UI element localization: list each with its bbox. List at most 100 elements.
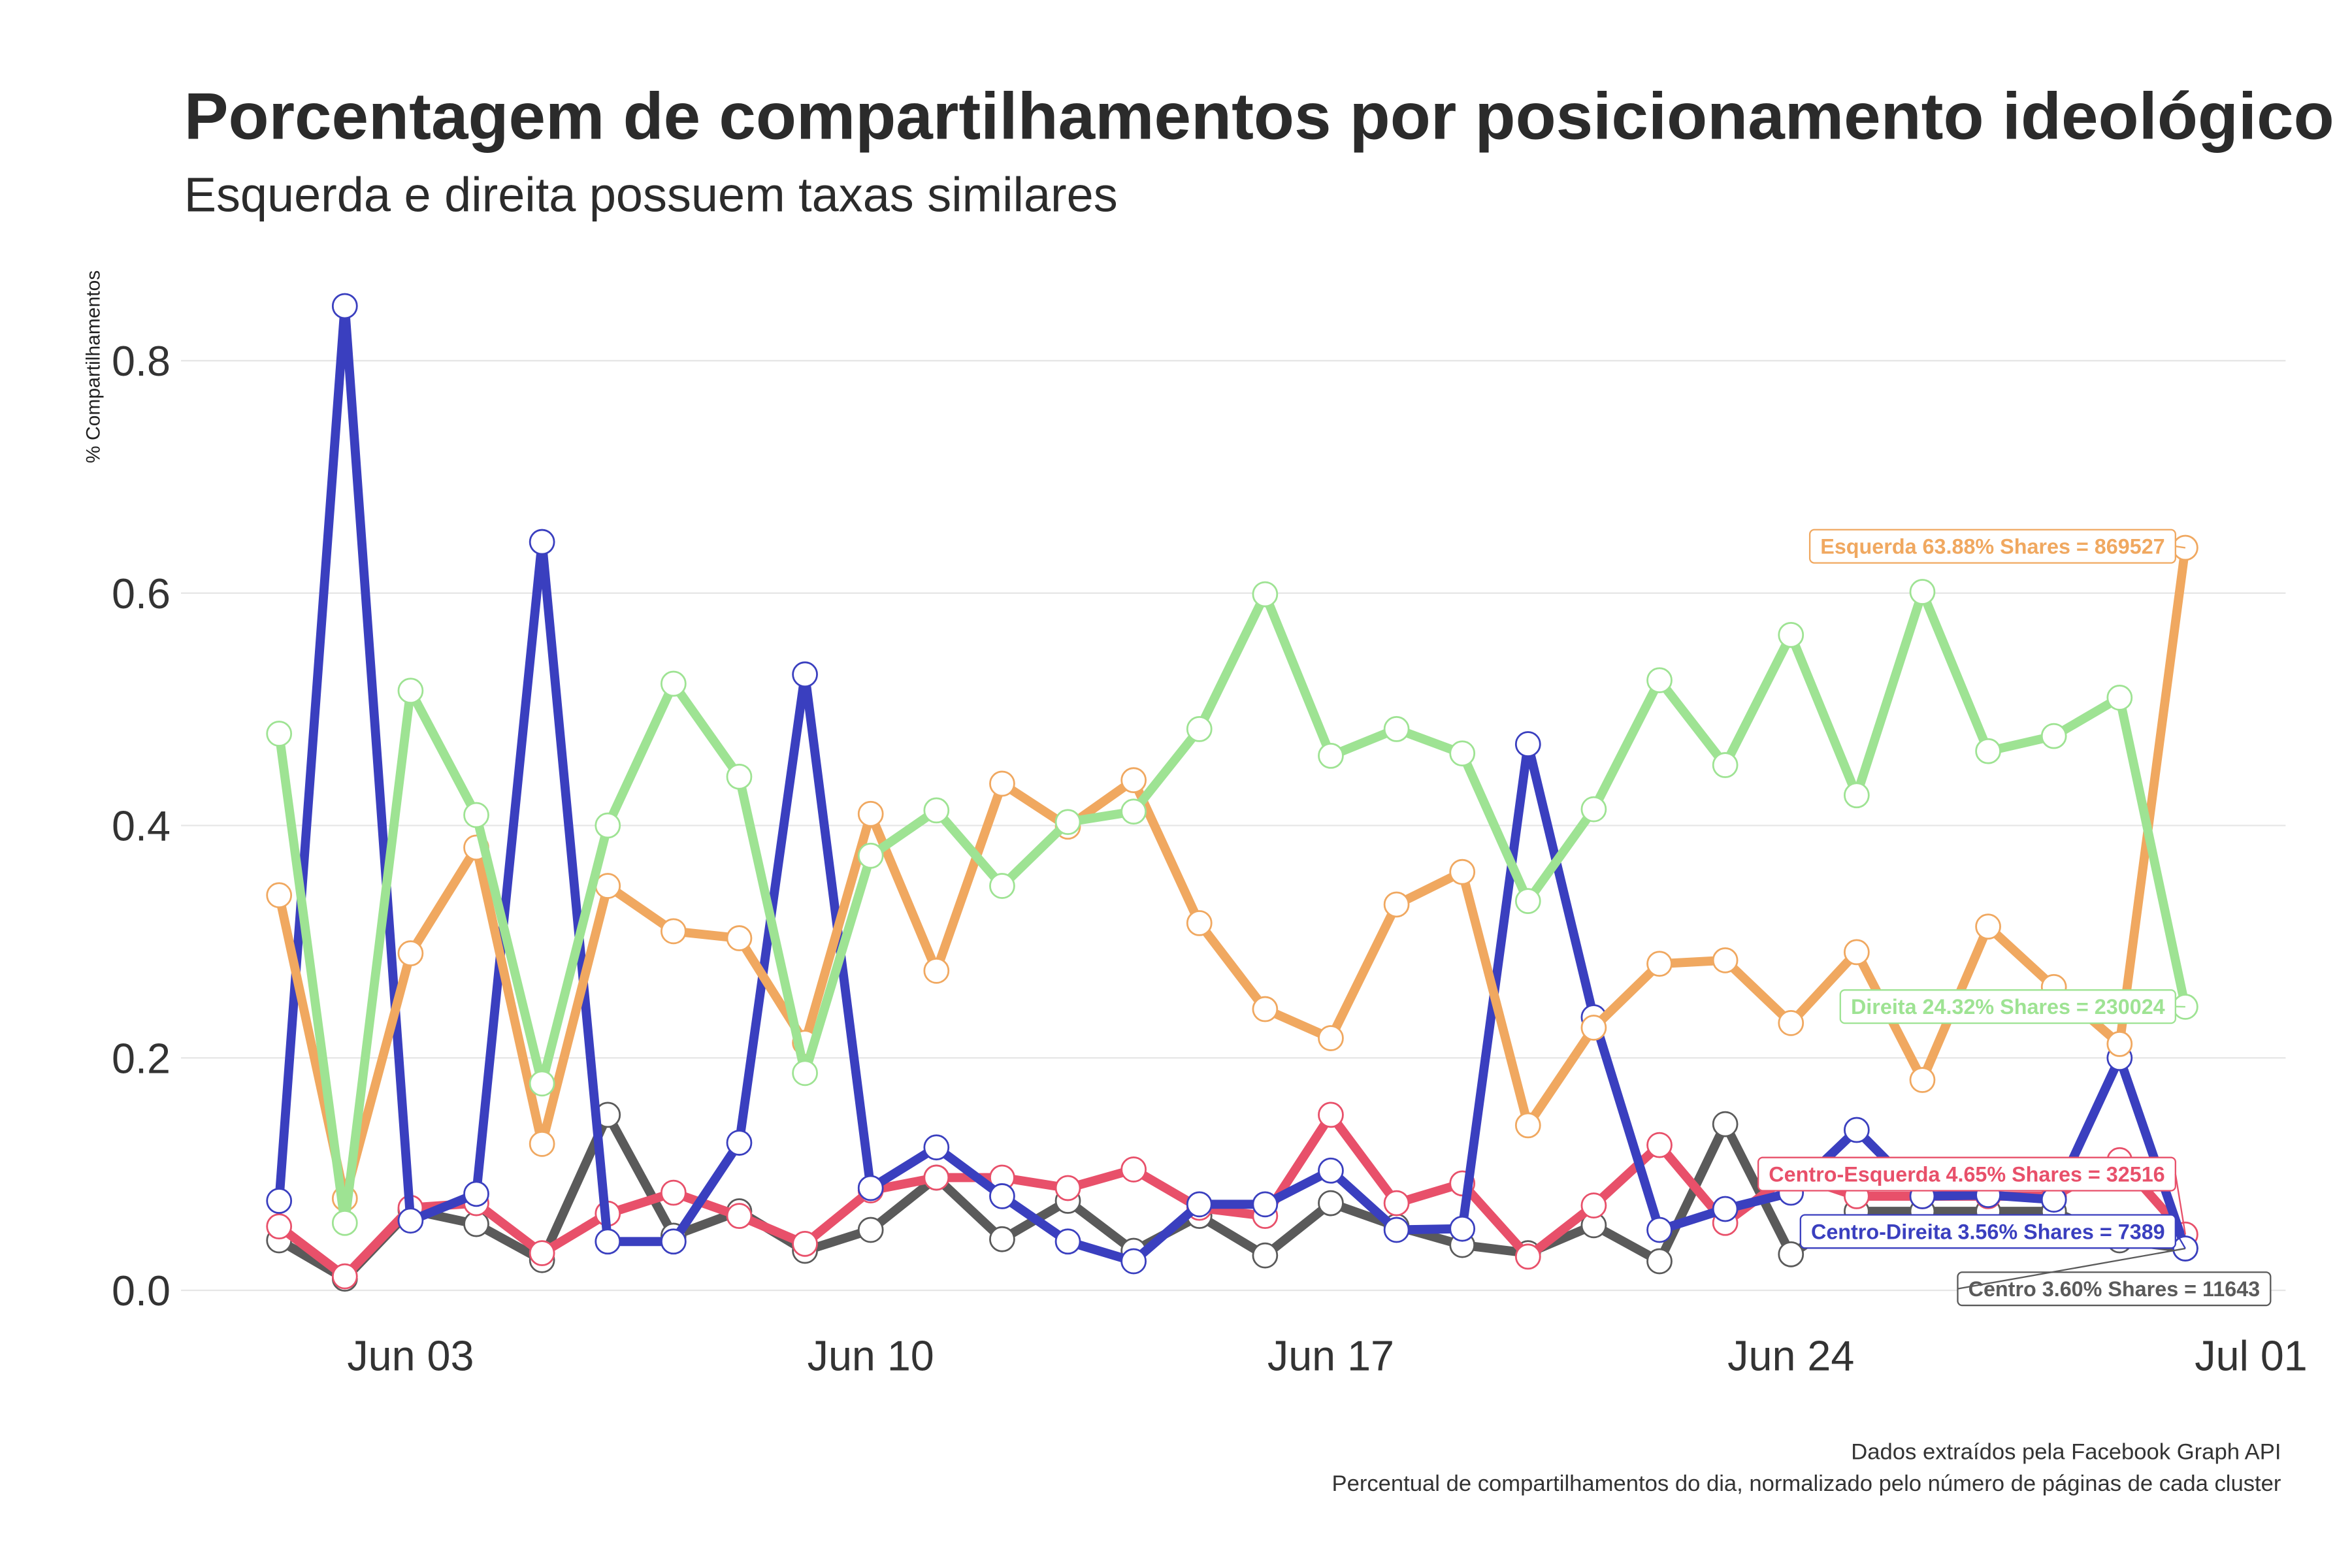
data-point (1318, 1025, 1344, 1051)
data-point (529, 529, 555, 555)
data-point (1383, 716, 1410, 742)
data-point (1975, 738, 2001, 764)
y-tick-label: 0.0 (112, 1267, 171, 1315)
data-point (1646, 1248, 1673, 1275)
annotation-box (1808, 529, 2176, 564)
data-point (989, 873, 1015, 899)
data-point (1054, 1175, 1081, 1201)
data-point (1646, 667, 1673, 694)
series-annotation: Centro-Direita 3.56% Shares = 7389 (1799, 1214, 2176, 1249)
data-point (1514, 1112, 1541, 1139)
x-tick-label: Jul 01 (2195, 1331, 2308, 1379)
data-point (1449, 858, 1476, 885)
x-tick-label: Jun 24 (1727, 1331, 1854, 1379)
data-point (1843, 782, 1870, 809)
data-point (1646, 1132, 1673, 1158)
data-point (1054, 809, 1081, 836)
data-point (331, 293, 358, 319)
data-point (1449, 740, 1476, 767)
data-point (1383, 1190, 1410, 1217)
data-point (1186, 716, 1213, 742)
series-line (276, 1110, 2189, 1281)
data-point (1318, 1157, 1344, 1184)
series-annotation: Centro 3.60% Shares = 11643 (1957, 1271, 2272, 1307)
data-point (529, 1070, 555, 1097)
data-point (1252, 1191, 1279, 1218)
data-point (1843, 939, 1870, 966)
data-point (1646, 951, 1673, 977)
series-annotation: Centro-Esquerda 4.65% Shares = 32516 (1757, 1156, 2176, 1192)
series-line (274, 547, 2190, 1203)
x-tick-label: Jun 17 (1267, 1331, 1394, 1379)
data-point (1514, 1243, 1541, 1270)
data-point (1120, 1156, 1147, 1183)
data-point (1120, 798, 1147, 825)
data-point (661, 1179, 687, 1206)
y-axis-label: % Compartilhamentos (82, 270, 104, 463)
data-point (529, 1131, 555, 1157)
series-annotation: Esquerda 63.88% Shares = 869527 (1808, 529, 2176, 564)
data-point (726, 1203, 753, 1230)
x-tick-label: Jun 10 (808, 1331, 934, 1379)
data-point (857, 1175, 884, 1201)
data-point (1843, 1117, 1870, 1143)
data-point (1449, 1215, 1476, 1242)
data-point (1318, 1190, 1344, 1217)
series-line (274, 587, 2190, 1228)
annotation-leader (2174, 1173, 2187, 1235)
annotation-box (1839, 989, 2176, 1024)
data-point (2040, 723, 2067, 749)
data-point (661, 1228, 687, 1255)
annotation-label: Centro-Direita 3.56% Shares = 7389 (1811, 1220, 2165, 1243)
annotation-leader (2174, 1231, 2186, 1249)
data-point (1778, 621, 1805, 648)
data-point (1712, 752, 1739, 778)
data-point (661, 670, 687, 697)
data-point (1186, 1191, 1213, 1218)
data-point (1186, 910, 1213, 936)
y-tick-label: 0.4 (112, 802, 171, 850)
data-point (1580, 1192, 1607, 1219)
x-tick-label: Jun 03 (347, 1331, 474, 1379)
data-point (1383, 1217, 1410, 1243)
data-point (726, 925, 753, 951)
data-point (1646, 1217, 1673, 1243)
data-point (1318, 1102, 1344, 1128)
y-tick-label: 0.8 (112, 337, 171, 385)
data-point (595, 812, 621, 839)
data-point (857, 1217, 884, 1243)
annotation-label: Centro 3.60% Shares = 11643 (1968, 1277, 2261, 1301)
series-line (274, 301, 2190, 1266)
data-point (331, 1209, 358, 1236)
data-point (923, 957, 950, 984)
annotation-box (1757, 1156, 2176, 1192)
annotation-leader (2175, 546, 2186, 549)
data-point (463, 802, 489, 828)
data-point (989, 1183, 1015, 1209)
data-point (266, 882, 293, 909)
data-point (857, 800, 884, 827)
data-point (1909, 1067, 1936, 1093)
data-point (1120, 767, 1147, 794)
caption: Percentual de compartilhamentos do dia, … (1331, 1471, 2281, 1496)
data-point (1383, 891, 1410, 918)
data-point (595, 873, 621, 899)
annotation-box (1799, 1214, 2176, 1249)
data-point (1778, 1241, 1805, 1267)
data-point (266, 1188, 293, 1214)
data-point (1712, 947, 1739, 973)
data-point (792, 1230, 818, 1257)
data-point (989, 770, 1015, 797)
y-tick-label: 0.2 (112, 1034, 171, 1082)
data-point (1252, 581, 1279, 608)
data-point (1120, 1248, 1147, 1275)
annotation-leader (1957, 1247, 2186, 1290)
data-point (595, 1228, 621, 1255)
data-point (1712, 1196, 1739, 1222)
data-point (1514, 731, 1541, 757)
data-point (529, 1240, 555, 1266)
data-point (1712, 1111, 1739, 1137)
data-point (1580, 796, 1607, 823)
data-point (2106, 685, 2133, 711)
